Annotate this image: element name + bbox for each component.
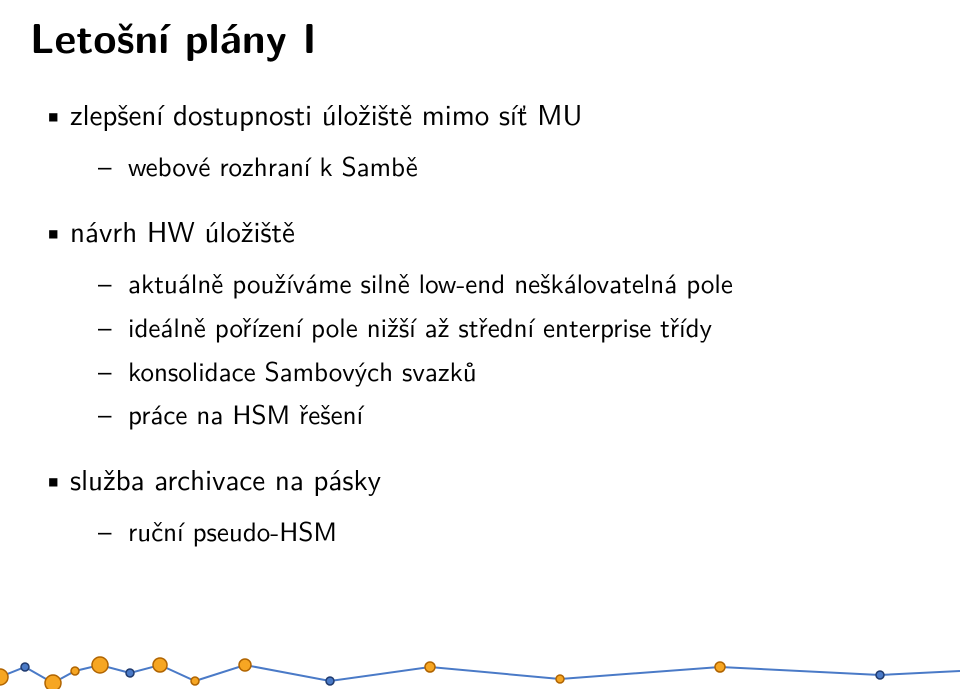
deco-circle (715, 662, 725, 672)
deco-circle (326, 677, 334, 685)
list-item: služba archivace na pásky ruční pseudo-HS… (30, 459, 930, 550)
sub-list: aktuálně používáme silně low-end neškálo… (70, 264, 930, 433)
deco-circle (126, 669, 134, 677)
sub-list: webové rozhraní k Sambě (70, 147, 930, 185)
sub-list-item: práce na HSM řešení (70, 395, 930, 433)
sub-list-item: ruční pseudo-HSM (70, 512, 930, 550)
deco-circle (239, 659, 251, 671)
sub-list-item: konsolidace Sambových svazků (70, 352, 930, 390)
deco-circle (153, 658, 167, 672)
sub-list: ruční pseudo-HSM (70, 512, 930, 550)
bullet-list: zlepšení dostupnosti úložiště mimo síť M… (30, 94, 930, 550)
deco-circle (425, 662, 435, 672)
deco-circle (71, 667, 79, 675)
deco-circle (45, 675, 61, 689)
footer-decoration (0, 635, 960, 689)
deco-circle (556, 675, 564, 683)
deco-circle (21, 663, 29, 671)
list-item: návrh HW úložiště aktuálně používáme siln… (30, 211, 930, 433)
slide-title: Letošní plány I (30, 6, 930, 66)
list-item-text: služba archivace na pásky (70, 457, 381, 499)
list-item-text: zlepšení dostupnosti úložiště mimo síť M… (70, 92, 582, 134)
deco-circle (191, 677, 199, 685)
list-item: zlepšení dostupnosti úložiště mimo síť M… (30, 94, 930, 185)
sub-list-item: webové rozhraní k Sambě (70, 147, 930, 185)
deco-circle (0, 669, 8, 685)
deco-circle (92, 657, 108, 673)
list-item-text: návrh HW úložiště (70, 209, 295, 251)
sub-list-item: ideálně pořízení pole nižší až střední e… (70, 308, 930, 346)
deco-circle (876, 671, 884, 679)
sub-list-item: aktuálně používáme silně low-end neškálo… (70, 264, 930, 302)
